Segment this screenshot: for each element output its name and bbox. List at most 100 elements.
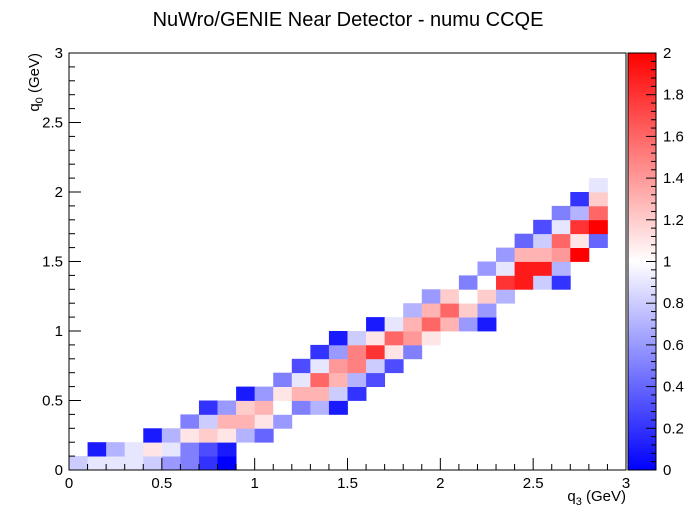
- heatmap-cell: [477, 317, 497, 332]
- heatmap-cell: [273, 372, 293, 387]
- y-tick-label: 2: [55, 184, 63, 201]
- y-tick-label: 1.5: [42, 254, 63, 271]
- heatmap-cell: [551, 247, 571, 262]
- heatmap-cell: [198, 428, 218, 443]
- x-axis-label: q3 (GeV): [567, 488, 626, 508]
- heatmap-cell: [328, 358, 348, 374]
- heatmap-cell: [347, 344, 367, 360]
- heatmap-cell: [310, 358, 330, 374]
- heatmap-cell: [236, 386, 256, 401]
- heatmap-cell: [161, 428, 181, 443]
- heatmap-cell: [310, 344, 330, 360]
- z-tick-label: 0.4: [663, 379, 684, 396]
- heatmap-cell: [440, 303, 460, 318]
- heatmap-cell: [180, 456, 200, 471]
- heatmap-cell: [347, 386, 367, 401]
- y-tick-label: 1: [55, 323, 63, 340]
- heatmap-cell: [384, 358, 404, 374]
- z-tick-label: 0: [663, 462, 671, 479]
- x-tick-label: 0.5: [151, 475, 172, 492]
- heatmap-cell: [533, 275, 553, 290]
- heatmap-cell: [533, 233, 553, 248]
- heatmap-cell: [366, 331, 386, 346]
- heatmap-cell: [570, 192, 590, 207]
- heatmap-cell: [273, 414, 293, 429]
- heatmap-cell: [328, 386, 348, 401]
- heatmap-cell: [551, 233, 571, 248]
- heatmap-cell: [291, 358, 311, 374]
- y-axis-ticks: [69, 52, 81, 471]
- heatmap-cell: [161, 456, 181, 471]
- heatmap-cell: [217, 456, 237, 471]
- color-scale-ticks: [646, 52, 656, 471]
- heatmap-cell: [366, 372, 386, 387]
- heatmap-cell: [124, 456, 144, 471]
- heatmap-cell: [477, 261, 497, 276]
- heatmap-cell: [496, 275, 515, 290]
- heatmap-cell: [198, 442, 218, 457]
- heatmap-cell: [570, 219, 590, 235]
- z-tick-label: 1.8: [663, 87, 684, 104]
- x-tick-label: 1: [250, 475, 258, 492]
- heatmap-cell: [198, 400, 218, 415]
- x-tick-label: 2: [436, 475, 444, 492]
- heatmap-cell: [551, 205, 571, 221]
- z-tick-label: 2: [663, 45, 671, 62]
- heatmap-cell: [291, 386, 311, 401]
- heatmap-cell: [310, 372, 330, 387]
- z-tick-label: 1.6: [663, 128, 684, 145]
- heatmap-cell: [458, 317, 478, 332]
- heatmap-cell: [477, 303, 497, 318]
- heatmap-cell: [254, 414, 274, 429]
- heatmap-cell: [124, 442, 144, 457]
- heatmap-cell: [161, 442, 181, 457]
- heatmap-cell: [217, 442, 237, 457]
- heatmap-cell: [310, 400, 330, 415]
- heatmap-cell: [273, 386, 293, 401]
- heatmap-cell: [217, 414, 237, 429]
- heatmap-cell: [403, 344, 423, 360]
- heatmap-cell: [69, 456, 88, 471]
- heatmap-cell: [514, 261, 534, 276]
- x-tick-label: 0: [65, 475, 73, 492]
- heatmap-cell: [106, 442, 126, 457]
- heatmap-cell: [588, 205, 608, 221]
- heatmap-cell: [254, 386, 274, 401]
- heatmap-cell: [588, 178, 608, 193]
- x-tick-label: 3: [622, 475, 630, 492]
- heatmap-cell: [514, 247, 534, 262]
- heatmap-cell: [421, 317, 441, 332]
- heatmap-cell: [347, 331, 367, 346]
- heatmap-cell: [514, 233, 534, 248]
- heatmap-cell: [551, 261, 571, 276]
- y-axis-label: q0 (GeV): [26, 53, 46, 112]
- heatmap-cell: [588, 192, 608, 207]
- heatmap-cell: [328, 344, 348, 360]
- heatmap-cell: [533, 261, 553, 276]
- heatmap-cells: [69, 178, 608, 471]
- heatmap-cell: [440, 289, 460, 304]
- heatmap-cell: [384, 344, 404, 360]
- chart-title: NuWro/GENIE Near Detector - numu CCQE: [153, 9, 544, 31]
- y-tick-label: 2.5: [42, 115, 63, 132]
- heatmap-cell: [366, 344, 386, 360]
- heatmap-cell: [180, 414, 200, 429]
- heatmap-cell: [570, 247, 590, 262]
- z-tick-label: 0.8: [663, 295, 684, 312]
- heatmap-cell: [403, 303, 423, 318]
- heatmap-cell: [458, 289, 478, 304]
- color-scale-tick-labels: 0 0.2 0.4 0.6 0.8 1 1.2 1.4 1.6 1.8 2: [663, 45, 684, 479]
- heatmap-cell: [440, 317, 460, 332]
- heatmap-cell: [477, 289, 497, 304]
- heatmap-cell: [533, 247, 553, 262]
- heatmap-cell: [496, 261, 515, 276]
- heatmap-cell: [421, 331, 441, 346]
- heatmap-cell: [588, 233, 608, 248]
- y-tick-label: 0: [55, 462, 63, 479]
- heatmap-cell: [533, 219, 553, 235]
- heatmap-cell: [514, 275, 534, 290]
- heatmap-cell: [328, 400, 348, 415]
- heatmap-cell: [570, 205, 590, 221]
- heatmap-cell: [403, 317, 423, 332]
- heatmap-cell: [143, 456, 163, 471]
